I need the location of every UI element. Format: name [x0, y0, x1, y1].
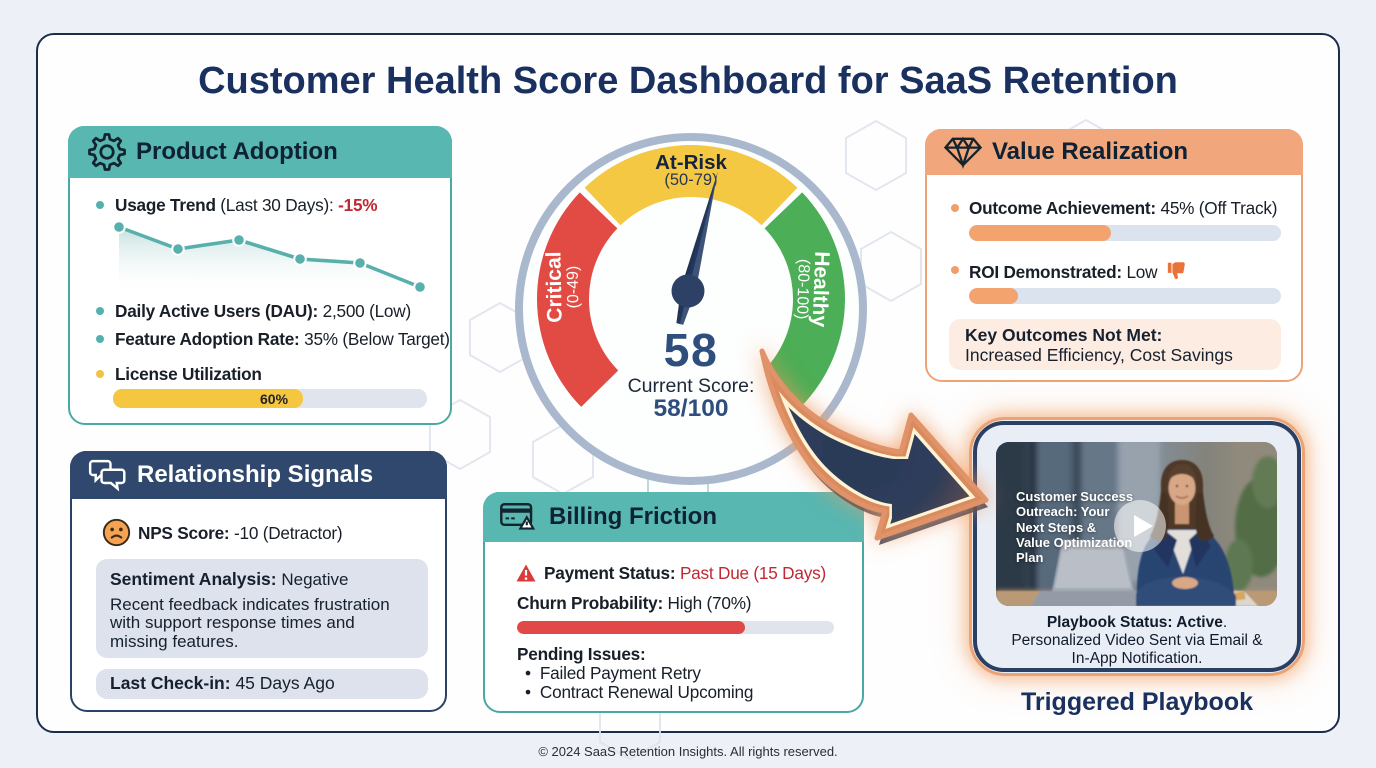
svg-text:(0-49): (0-49)	[565, 266, 583, 309]
svg-text:Critical: Critical	[542, 251, 566, 323]
svg-text:58/100: 58/100	[654, 395, 729, 422]
svg-text:Current Score:: Current Score:	[628, 375, 755, 397]
svg-text:(80-100): (80-100)	[793, 259, 812, 320]
svg-text:Healthy: Healthy	[808, 251, 834, 328]
svg-text:(50-79): (50-79)	[664, 171, 717, 189]
svg-text:At-Risk: At-Risk	[655, 151, 727, 174]
svg-text:58: 58	[664, 324, 719, 376]
